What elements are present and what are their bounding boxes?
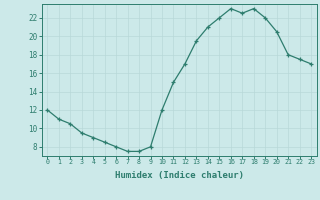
X-axis label: Humidex (Indice chaleur): Humidex (Indice chaleur) [115,171,244,180]
